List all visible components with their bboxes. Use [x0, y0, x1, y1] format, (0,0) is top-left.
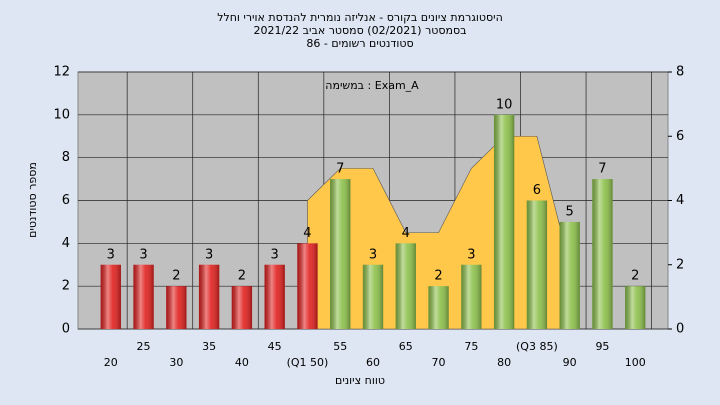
y-tick-label: 12 — [53, 65, 70, 80]
bar-shine — [526, 200, 548, 329]
y-tick-label: 4 — [62, 236, 70, 251]
y-tick-label: 6 — [62, 193, 70, 208]
marks: 3 3 2 3 2 3 4 7 3 4 2 3 10 6 5 7 2 — [100, 97, 646, 330]
data-label: 2 — [434, 269, 442, 284]
chart-title: היסטוגרמת ציונים בקורס - אנליזה נומרית ל… — [217, 11, 503, 24]
x-tick-label: 55 — [333, 340, 347, 353]
data-label: 3 — [369, 247, 377, 262]
bar-shine — [461, 264, 482, 329]
y2-tick-label: 4 — [676, 193, 684, 208]
bar-shine — [100, 264, 121, 329]
bar-shine — [428, 286, 449, 329]
bar-shine — [493, 114, 515, 329]
x-tick-label: 90 — [563, 356, 577, 369]
data-label: 3 — [467, 247, 475, 262]
y-tick-label: 8 — [62, 150, 70, 165]
chart-subtitle: בסמסטר (02/2021) סמסטר אביב 2021/22 — [253, 24, 466, 37]
y-axis-label: מספר סטודנטים — [26, 162, 39, 238]
bar-shine — [231, 286, 253, 329]
data-label: 7 — [336, 162, 344, 177]
bar-shine — [297, 243, 318, 329]
x-tick-label: 45 — [268, 340, 282, 353]
x-tick-label: 60 — [366, 356, 380, 369]
x-tick-label: 65 — [399, 340, 413, 353]
x-tick-label: (Q3 85) — [516, 340, 558, 353]
data-label: 3 — [139, 247, 147, 262]
y2-tick-label: 6 — [676, 129, 684, 144]
data-label: 2 — [238, 269, 246, 284]
bar-shine — [133, 264, 154, 329]
data-label: 2 — [172, 269, 180, 284]
y2-tick-label: 2 — [676, 257, 684, 272]
data-label: 4 — [303, 226, 311, 241]
bar-shine — [559, 221, 580, 329]
y2-tick-label: 8 — [676, 65, 684, 80]
data-label: 10 — [496, 97, 513, 112]
y-tick-label: 0 — [62, 322, 70, 337]
data-label: 5 — [566, 204, 574, 219]
y2-tick-label: 0 — [676, 322, 684, 337]
bar-shine — [264, 264, 285, 329]
data-label: 3 — [271, 247, 279, 262]
bar-shine — [362, 264, 384, 329]
x-tick-label: (Q1 50) — [287, 356, 329, 369]
x-tick-label: 70 — [432, 356, 446, 369]
x-tick-label: 40 — [235, 356, 249, 369]
data-label: 6 — [533, 183, 541, 198]
y-tick-label: 10 — [53, 107, 70, 122]
x-tick-label: 30 — [169, 356, 183, 369]
annotation: Exam_A : במשימה — [325, 79, 419, 92]
x-tick-label: 35 — [202, 340, 216, 353]
chart-subtitle: סטודנטים רשומים - 86 — [306, 37, 413, 50]
bar-shine — [198, 264, 220, 329]
x-tick-label: 20 — [104, 356, 118, 369]
bar-shine — [166, 286, 187, 329]
x-tick-label: 80 — [497, 356, 511, 369]
data-label: 3 — [205, 247, 213, 262]
data-label: 7 — [598, 162, 606, 177]
bar-shine — [625, 286, 646, 329]
x-tick-label: 100 — [625, 356, 646, 369]
bar-shine — [330, 179, 351, 329]
y-tick-label: 2 — [62, 279, 70, 294]
data-label: 3 — [107, 247, 115, 262]
bar-shine — [395, 243, 416, 329]
bar-shine — [592, 179, 613, 329]
x-tick-label: 95 — [595, 340, 609, 353]
x-tick-label: 25 — [137, 340, 151, 353]
data-label: 4 — [402, 226, 410, 241]
data-label: 2 — [631, 269, 639, 284]
x-axis-label: טווח ציונים — [335, 374, 385, 387]
x-tick-label: 75 — [464, 340, 478, 353]
